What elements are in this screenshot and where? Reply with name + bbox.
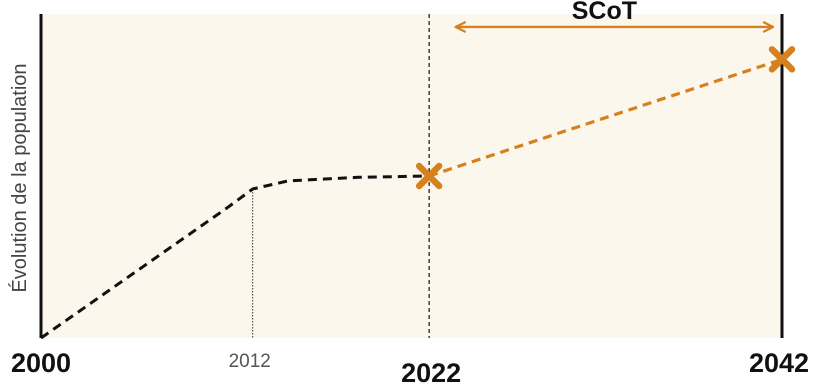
series-line-projection [428, 57, 783, 178]
plot-background [41, 14, 782, 338]
annotation-layer: SCoT [456, 0, 774, 27]
x-tick-label-2022: 2022 [401, 358, 461, 385]
x-marker-2022 [415, 162, 443, 190]
scot-label: SCoT [572, 0, 637, 25]
x-tick-label-2012: 2012 [229, 351, 271, 372]
marker-layer [415, 46, 796, 190]
x-tick-label-2042: 2042 [749, 348, 809, 378]
x-tick-label-2000: 2000 [11, 348, 71, 378]
x-marker-stroke [415, 162, 443, 190]
series-layer [40, 57, 783, 340]
x-tick-labels: 2000 2012 2022 2042 [11, 348, 809, 385]
x-marker-2042 [768, 46, 796, 73]
series-line-history [40, 174, 430, 340]
y-axis-label: Évolution de la population [8, 63, 31, 292]
x-marker-stroke [768, 46, 796, 73]
